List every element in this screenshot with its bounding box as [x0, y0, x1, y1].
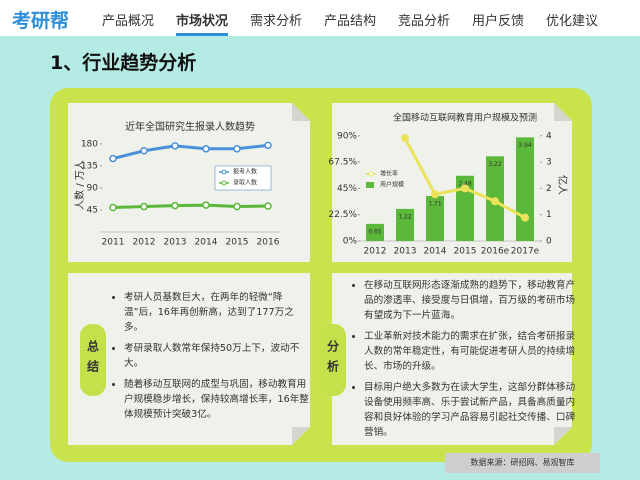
- y-tick-label: 0%: [343, 237, 358, 247]
- section-tag: 总结: [80, 324, 106, 396]
- point: [461, 184, 469, 193]
- bar: [456, 175, 474, 241]
- y2-tick-label: 3: [546, 158, 552, 168]
- x-tick-label: 2014: [424, 247, 447, 257]
- bar: [366, 223, 384, 241]
- bullet-text: 在移动互联网形态逐渐成熟的趋势下，移动教育产品的渗透率、接受度与日俱增，百万级的…: [364, 278, 576, 323]
- card: [68, 273, 310, 445]
- nav-bar: 考研帮 产品概况 市场状况 需求分析 产品结构 竞品分析 用户反馈 优化建议: [0, 0, 640, 36]
- y-tick-label: 22.5%: [328, 210, 357, 220]
- y-tick-label: 90: [87, 183, 99, 193]
- y-tick-label: 45%: [337, 184, 357, 194]
- point: [202, 145, 210, 153]
- bar: [516, 137, 534, 241]
- point: [140, 202, 148, 211]
- legend-label: 报考人数: [233, 168, 257, 176]
- bullet-text: 随着移动互联网的成型与巩固，移动教育用户规模稳步增长，保持较高增长率，16年整体…: [124, 377, 312, 422]
- legend-label: 录取人数: [233, 179, 257, 187]
- y2-tick-label: 1: [546, 210, 552, 220]
- data-label: 0.65: [368, 228, 382, 235]
- legend-swatch: [368, 171, 374, 177]
- bullet-text: 考研人员基数巨大，在两年的轻微“降温”后，16年再创新高，达到了177万之多。: [124, 290, 312, 335]
- legend-label: 增长率: [380, 170, 398, 178]
- point: [109, 203, 117, 212]
- point: [264, 141, 272, 150]
- point: [202, 201, 210, 209]
- legend-label: 用户规模: [380, 181, 404, 189]
- point: [233, 145, 241, 153]
- bullet-text: 工业革新对技术能力的需求在扩张，结合考研报录人数的常年稳定性，有可能促进考研人员…: [364, 329, 576, 374]
- y2-axis-label: 亿人: [556, 175, 569, 195]
- point: [521, 213, 529, 222]
- legend-swatch: [221, 180, 227, 186]
- y2-tick-label: 0: [546, 237, 552, 247]
- logo: 考研帮: [12, 10, 70, 32]
- x-tick-label: 2013: [164, 238, 187, 248]
- data-label: 1.71: [428, 201, 442, 208]
- point: [109, 154, 117, 163]
- data-label: 1.22: [398, 213, 412, 220]
- data-label: 2.48: [458, 180, 472, 187]
- bar: [396, 208, 414, 241]
- line: [112, 143, 269, 161]
- chart-title: 全国移动互联网教育用户规模及预测: [393, 112, 537, 124]
- chart-title: 近年全国研究生报录人数趋势: [125, 120, 255, 133]
- nav-tab[interactable]: 市场状况: [176, 10, 229, 36]
- y2-tick-label: 2: [546, 184, 552, 194]
- point: [233, 202, 241, 211]
- point: [171, 142, 179, 150]
- line: [112, 203, 269, 210]
- point: [491, 197, 499, 206]
- fold: [292, 103, 310, 121]
- bullet-text: 考研录取人数常年保持50万上下，波动不大。: [124, 341, 312, 371]
- nav-tab[interactable]: 产品概况: [102, 14, 155, 29]
- nav-tab[interactable]: 竞品分析: [398, 14, 451, 29]
- card: [68, 103, 310, 262]
- x-tick-label: 2015: [226, 238, 249, 248]
- y-tick-label: 180: [81, 139, 98, 149]
- x-tick-label: 2011: [102, 238, 125, 248]
- y-tick-label: 90%: [337, 131, 357, 141]
- x-tick-label: 2014: [195, 238, 218, 248]
- card: [332, 103, 572, 262]
- x-tick-label: 2013: [394, 247, 417, 257]
- data-label: 3.22: [488, 161, 502, 168]
- point: [401, 134, 409, 143]
- x-tick-label: 2012: [133, 238, 156, 248]
- bullet-text: 目标用户绝大多数为在读大学生，这部分群体移动设备使用频率高、乐于尝试新产品，具备…: [364, 380, 576, 440]
- fold: [554, 103, 572, 121]
- legend-swatch: [366, 182, 374, 188]
- bar: [426, 196, 444, 241]
- summary-list: 考研人员基数巨大，在两年的轻微“降温”后，16年再创新高，达到了177万之多。考…: [112, 290, 312, 428]
- source: 数据来源：研招网、易观智库: [445, 453, 600, 473]
- point: [431, 190, 439, 199]
- heading: 1、行业趋势分析: [50, 52, 197, 74]
- y-tick-label: 45: [87, 205, 98, 215]
- point: [171, 201, 179, 210]
- x-tick-label: 2016: [257, 238, 280, 248]
- nav-tab[interactable]: 需求分析: [250, 14, 303, 29]
- y-tick-label: 135: [81, 161, 98, 171]
- fold: [554, 427, 572, 445]
- x-tick-label: 2012: [364, 247, 387, 257]
- analysis-list: 在移动互联网形态逐渐成熟的趋势下，移动教育产品的渗透率、接受度与日俱增，百万级的…: [352, 278, 576, 446]
- y-tick-label: 67.5%: [328, 158, 357, 168]
- section-tag: 分析: [320, 324, 346, 396]
- card: [332, 273, 572, 445]
- point: [264, 202, 272, 210]
- nav-tab[interactable]: 优化建议: [546, 14, 599, 29]
- nav-tab[interactable]: 产品结构: [324, 14, 377, 29]
- point: [140, 146, 148, 155]
- y-axis-label: 人数 / 万人: [73, 160, 86, 210]
- legend-swatch: [221, 169, 227, 175]
- x-tick-label: 2016e: [481, 247, 510, 257]
- x-tick-label: 2017e: [511, 247, 540, 257]
- data-label: 3.94: [518, 142, 532, 149]
- fold: [292, 427, 310, 445]
- x-tick-label: 2015: [454, 247, 477, 257]
- nav-tab[interactable]: 用户反馈: [472, 14, 525, 29]
- y2-tick-label: 4: [546, 131, 552, 141]
